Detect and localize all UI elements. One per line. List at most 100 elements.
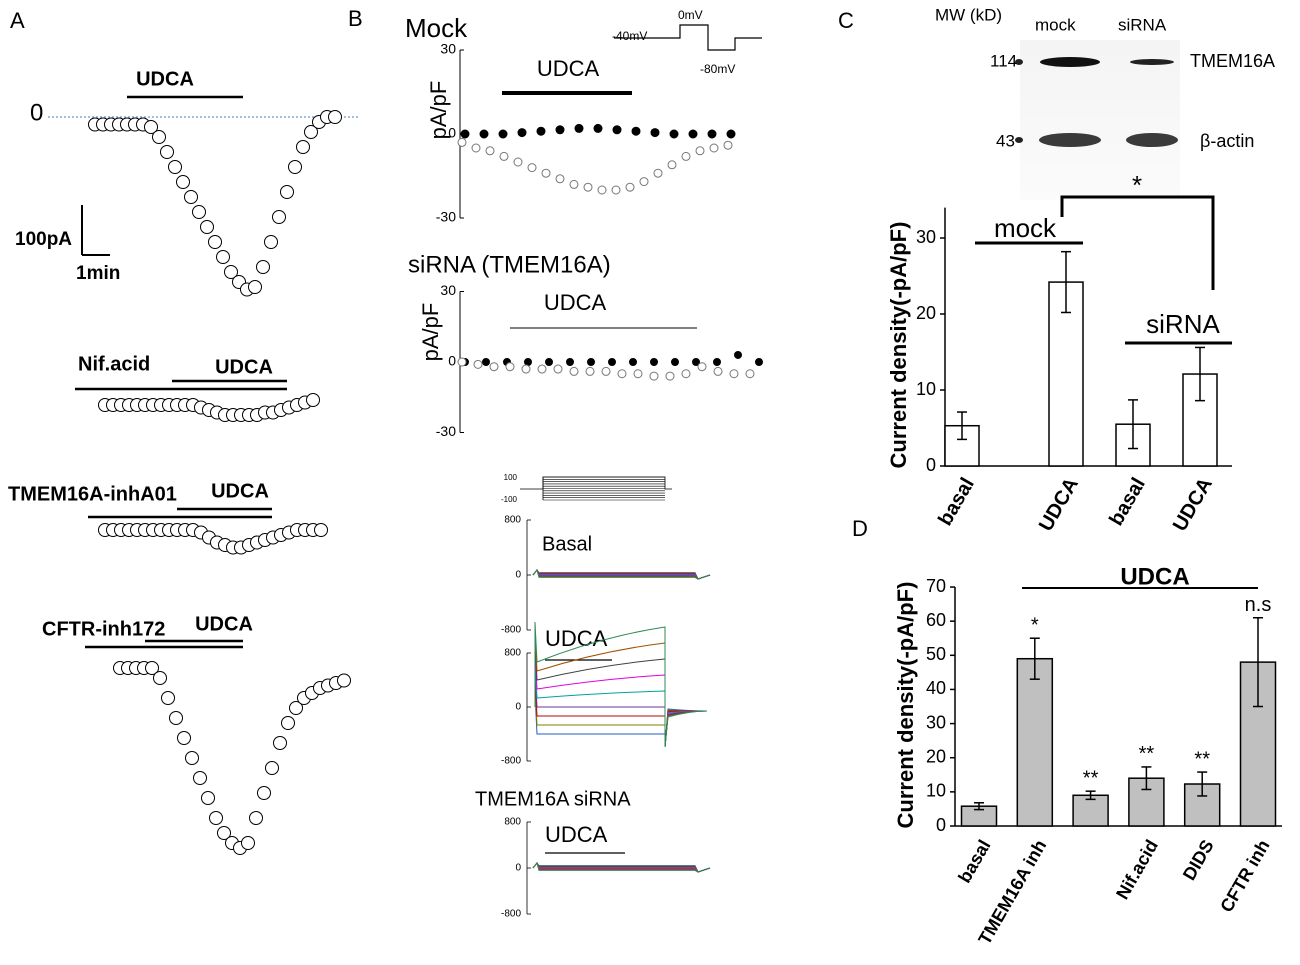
trace-point bbox=[527, 163, 537, 173]
y-tick-label: 0 bbox=[926, 455, 936, 475]
treatment-label: UDCA bbox=[195, 613, 253, 635]
current-trace bbox=[534, 621, 708, 748]
trace-point bbox=[569, 366, 579, 376]
trace-point bbox=[713, 358, 721, 366]
trace-point bbox=[537, 364, 547, 374]
trace-point bbox=[555, 174, 565, 184]
protocol-label: 0mV bbox=[678, 8, 703, 22]
significance-bracket bbox=[1060, 195, 1215, 290]
trace-point bbox=[460, 129, 470, 139]
trace-point bbox=[256, 260, 270, 274]
trace-point bbox=[583, 182, 593, 192]
voltage-protocol bbox=[614, 24, 762, 51]
trace-point bbox=[697, 362, 707, 372]
trace-point bbox=[192, 205, 206, 219]
trace-point bbox=[695, 146, 705, 156]
panel-title: Basal bbox=[542, 533, 592, 555]
trace-point bbox=[160, 145, 174, 159]
treatment-label: CFTR-inh172 bbox=[42, 618, 165, 640]
trace-point bbox=[177, 731, 191, 745]
panel-label: B bbox=[348, 6, 363, 31]
y-axis-label: pA/pF bbox=[426, 81, 451, 140]
trace-point bbox=[665, 371, 675, 381]
treatment-label: UDCA bbox=[544, 290, 607, 315]
trace-point bbox=[649, 371, 659, 381]
band bbox=[1040, 57, 1100, 67]
trace-point bbox=[144, 120, 158, 134]
trace-point bbox=[566, 358, 574, 366]
trace-point bbox=[629, 358, 637, 366]
protocol-tick-label: 100 bbox=[504, 473, 518, 482]
y-tick-label: -800 bbox=[501, 909, 521, 920]
trace-point bbox=[273, 736, 287, 750]
significance: ** bbox=[1083, 767, 1099, 789]
trace-point bbox=[471, 143, 481, 153]
panel-title: UDCA bbox=[545, 626, 608, 651]
trace-point bbox=[631, 126, 641, 136]
trace-point bbox=[521, 364, 531, 374]
current-trace bbox=[532, 568, 711, 580]
trace-point bbox=[536, 126, 546, 136]
y-tick-label: 0 bbox=[448, 353, 456, 369]
y-tick-label: -30 bbox=[436, 209, 456, 225]
y-tick-label: 10 bbox=[926, 781, 946, 801]
bar bbox=[1072, 794, 1109, 827]
trace-point bbox=[217, 826, 231, 840]
panel-label: D bbox=[852, 516, 868, 541]
y-tick-label: 10 bbox=[916, 379, 936, 399]
blot-header: MW (kD) bbox=[935, 5, 1002, 24]
y-tick-label: 60 bbox=[926, 610, 946, 630]
significance: n.s bbox=[1245, 594, 1272, 616]
trace-point bbox=[473, 359, 483, 369]
trace-point bbox=[296, 140, 310, 154]
y-tick-label: -800 bbox=[501, 756, 521, 767]
treatment-label: UDCA bbox=[215, 356, 273, 378]
band bbox=[1039, 133, 1101, 147]
trace-point bbox=[152, 130, 166, 144]
y-tick-label: 20 bbox=[926, 746, 946, 766]
panel-label: A bbox=[10, 8, 25, 33]
treatment-label: UDCA bbox=[545, 822, 608, 847]
treatment-label: UDCA bbox=[136, 68, 194, 90]
protocol-tick-label: -100 bbox=[501, 495, 518, 504]
trace-point bbox=[653, 168, 663, 178]
protocol-label: -40mV bbox=[612, 29, 647, 43]
trace-point bbox=[505, 362, 515, 372]
y-tick-label: 800 bbox=[504, 648, 521, 659]
group-label: siRNA bbox=[1146, 309, 1220, 339]
lane-label: mock bbox=[1035, 15, 1076, 34]
trace-point bbox=[650, 358, 658, 366]
trace-point bbox=[650, 128, 660, 138]
trace-point bbox=[541, 168, 551, 178]
group-label: UDCA bbox=[1120, 563, 1189, 590]
trace-point bbox=[208, 235, 222, 249]
trace-point bbox=[513, 157, 523, 167]
y-axis-label: Current density(-pA/pF) bbox=[886, 222, 911, 469]
trace-point bbox=[200, 220, 214, 234]
blot-membrane bbox=[1020, 40, 1180, 200]
panel-title: siRNA (TMEM16A) bbox=[408, 251, 611, 278]
y-tick-label: 800 bbox=[504, 817, 521, 828]
panel-label: C bbox=[838, 8, 854, 33]
protocol-label: -80mV bbox=[700, 62, 735, 76]
zero-label: 0 bbox=[30, 99, 43, 126]
trace-point bbox=[633, 369, 643, 379]
trace-point bbox=[639, 177, 649, 187]
y-tick-label: 70 bbox=[926, 576, 946, 596]
scale-label: 100pA bbox=[15, 229, 72, 250]
trace-point bbox=[241, 836, 255, 850]
trace-point bbox=[176, 175, 190, 189]
y-tick-label: -30 bbox=[436, 423, 456, 439]
y-tick-label: 30 bbox=[926, 712, 946, 732]
trace-point bbox=[281, 716, 295, 730]
trace-point bbox=[457, 357, 467, 367]
band-label: β-actin bbox=[1200, 131, 1254, 151]
treatment-label: UDCA bbox=[211, 480, 269, 502]
panel-title: TMEM16A siRNA bbox=[475, 788, 631, 810]
trace-point bbox=[482, 358, 490, 366]
trace-point bbox=[499, 151, 509, 161]
trace-point bbox=[569, 179, 579, 189]
trace-point bbox=[272, 210, 286, 224]
trace-point bbox=[216, 250, 230, 264]
trace-point bbox=[304, 125, 318, 139]
